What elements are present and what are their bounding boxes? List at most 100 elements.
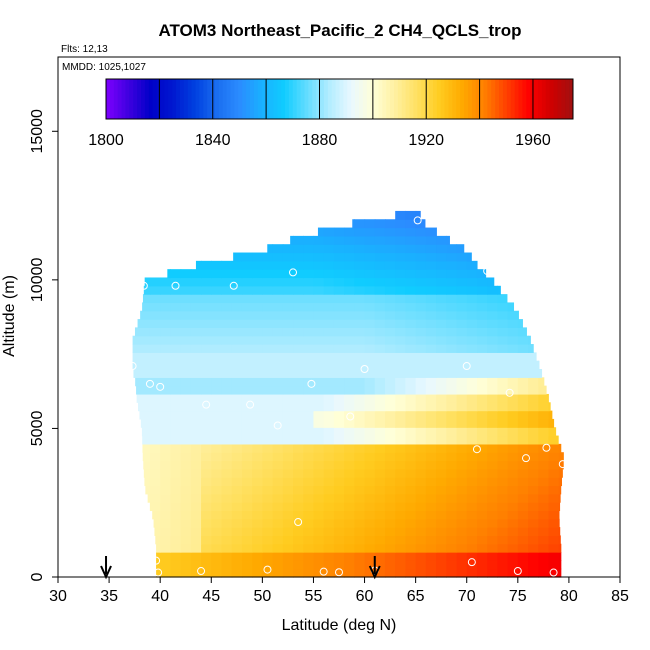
heatmap-cell [180,319,192,328]
x-tick-label: 75 [509,588,527,605]
heatmap-cell [293,252,304,262]
heatmap-cell [149,452,161,462]
heatmap-cell [384,385,396,395]
heatmap-cell [415,518,427,528]
heatmap-cell [262,427,274,437]
heatmap-cell [211,344,223,353]
heatmap-cell [139,335,151,345]
heatmap-cell [252,310,263,320]
x-tick-label: 50 [253,588,271,605]
heatmap-cell [313,518,325,528]
colorbar-segment [382,79,387,119]
heatmap-cell [476,518,488,528]
heatmap-cell [436,560,447,570]
heatmap-cell [142,435,151,445]
heatmap-cell [221,352,233,362]
colorbar-segment [429,79,434,119]
heatmap-cell [436,227,437,237]
heatmap-cell [201,510,212,520]
heatmap-cell [170,518,182,528]
heatmap-cell [241,327,253,337]
heatmap-cell [160,460,171,470]
heatmap-cell [132,344,141,353]
heatmap-cell [395,435,407,445]
heatmap-cell [384,235,396,245]
heatmap-cell [252,510,263,520]
heatmap-cell [456,352,468,362]
heatmap-cell [476,493,488,503]
heatmap-cell [303,452,315,462]
heatmap-cell [436,468,447,478]
heatmap-cell [272,260,284,270]
heatmap-cell [313,335,325,345]
heatmap-cell [262,518,274,528]
colorbar-segment [526,79,531,119]
heatmap-cell [221,477,233,487]
heatmap-cell [528,402,539,412]
heatmap-cell [201,385,212,395]
heatmap-cell [384,335,396,345]
heatmap-cell [405,435,417,445]
heatmap-cell [487,510,498,520]
heatmap-cell [487,344,498,353]
heatmap-cell [241,335,253,345]
colorbar-segment [378,79,383,119]
heatmap-cell [282,518,294,528]
heatmap-cell [507,344,519,353]
heatmap-cell [303,502,315,512]
heatmap-cell [272,285,284,295]
heatmap-cell [272,319,284,328]
heatmap-cell [364,443,376,453]
heatmap-cell [497,460,509,470]
heatmap-cell [170,552,182,561]
heatmap-cell [415,468,427,478]
heatmap-cell [446,393,458,403]
colorbar-segment [448,79,453,119]
heatmap-cell [180,435,192,445]
heatmap-cell [272,477,284,487]
heatmap-cell [405,277,417,287]
heatmap-cell [231,502,243,512]
heatmap-cell [293,493,304,503]
heatmap-cell [323,543,335,553]
heatmap-cell [456,477,468,487]
heatmap-cell [538,452,550,462]
heatmap-cell [201,402,212,412]
heatmap-cell [313,535,325,545]
heatmap-cell [231,510,243,520]
heatmap-cell [272,277,284,287]
heatmap-cell [374,510,386,520]
heatmap-cell [272,502,284,512]
heatmap-cell [456,344,468,353]
heatmap-cell [466,310,478,320]
heatmap-cell [446,468,458,478]
heatmap-cell [446,452,458,462]
heatmap-cell [425,344,437,353]
heatmap-cell [262,510,274,520]
heatmap-cell [507,352,519,362]
y-tick-label: 15000 [29,109,46,154]
colorbar-segment [483,79,488,119]
heatmap-cell [156,552,161,561]
heatmap-cell [364,360,376,370]
heatmap-cell [487,477,498,487]
heatmap-cell [446,410,458,420]
heatmap-cell [190,360,202,370]
heatmap-cell [384,568,396,578]
heatmap-cell [374,460,386,470]
heatmap-cell [252,360,263,370]
heatmap-cell [436,552,447,561]
heatmap-cell [456,568,468,578]
heatmap-cell [384,302,396,312]
heatmap-cell [456,294,468,304]
heatmap-cell [190,485,202,495]
heatmap-cell [211,352,223,362]
heatmap-cell [313,319,325,328]
heatmap-cell [425,543,437,553]
heatmap-cell [252,568,263,578]
heatmap-cell [507,568,519,578]
heatmap-cell [190,410,202,420]
heatmap-cell [364,393,376,403]
heatmap-cell [405,227,417,237]
heatmap-cell [323,510,335,520]
